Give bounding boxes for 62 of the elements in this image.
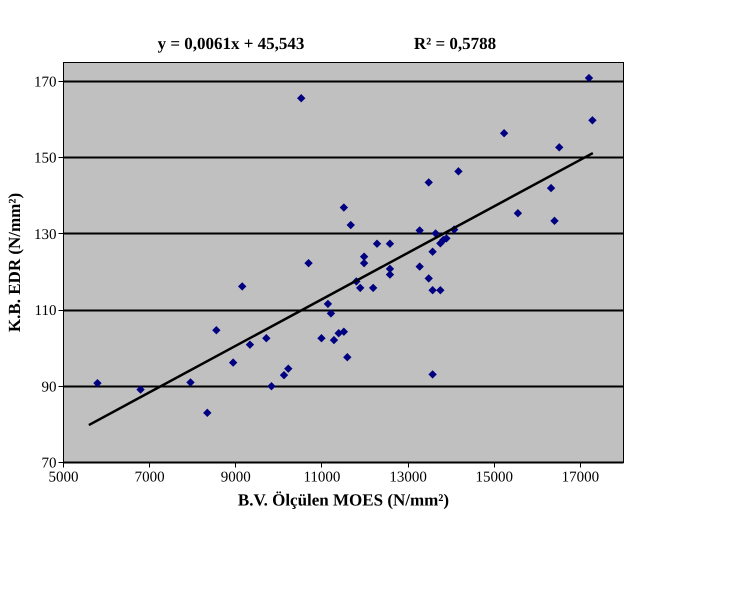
- y-axis-title: K.B. EDR (N/mm²): [5, 192, 24, 332]
- point: [360, 258, 368, 268]
- point: [415, 226, 424, 235]
- y-tick-label: 150: [34, 150, 56, 167]
- point: [340, 328, 348, 336]
- y-tick-label: 90: [42, 379, 56, 396]
- point: [550, 216, 559, 226]
- point: [424, 178, 433, 187]
- y-tick-label: 70: [42, 456, 56, 472]
- point: [246, 340, 254, 349]
- point: [588, 116, 597, 124]
- point: [428, 248, 437, 256]
- point: [356, 284, 364, 292]
- point: [372, 240, 382, 248]
- point: [324, 300, 332, 308]
- point: [203, 408, 212, 418]
- point: [436, 286, 445, 294]
- point: [428, 370, 437, 379]
- text: R² = 0,5788: [414, 34, 496, 53]
- point: [424, 274, 433, 283]
- point: [340, 203, 348, 212]
- point: [431, 229, 440, 238]
- point: [386, 240, 394, 248]
- point: [343, 353, 352, 362]
- point: [428, 286, 437, 294]
- point: [546, 184, 556, 192]
- point: [267, 382, 276, 390]
- y-tick-label: 110: [34, 303, 56, 320]
- text: y = 0,0061x + 45,543: [158, 34, 304, 53]
- point: [326, 309, 336, 318]
- point: [500, 129, 508, 138]
- x-tick-label: 7000: [134, 470, 165, 486]
- point: [317, 334, 326, 342]
- y-tick-label: 130: [34, 226, 56, 243]
- x-tick-label: 5000: [48, 470, 78, 486]
- point: [280, 370, 288, 380]
- point: [238, 282, 246, 291]
- x-tick-label: 15000: [476, 470, 514, 486]
- x-tick-label: 17000: [562, 470, 600, 486]
- point: [297, 94, 306, 102]
- point: [415, 262, 424, 271]
- point: [304, 258, 313, 268]
- x-tick-label: 9000: [220, 470, 251, 486]
- point: [346, 220, 355, 230]
- point: [454, 167, 463, 176]
- x-axis-title: B.V. Ölçülen MOES (N/mm²): [238, 490, 450, 510]
- y-tick-label: 170: [34, 74, 56, 91]
- point: [555, 143, 564, 152]
- point: [262, 334, 271, 342]
- point: [360, 252, 368, 261]
- point: [212, 326, 221, 334]
- point: [93, 378, 102, 388]
- point: [514, 209, 522, 218]
- point: [284, 364, 292, 373]
- x-tick-label: 11000: [303, 470, 340, 486]
- point: [228, 358, 238, 367]
- point: [584, 74, 594, 82]
- point: [136, 385, 145, 394]
- point: [330, 336, 338, 344]
- x-tick-label: 13000: [389, 470, 427, 486]
- point: [186, 378, 195, 387]
- point: [368, 284, 378, 292]
